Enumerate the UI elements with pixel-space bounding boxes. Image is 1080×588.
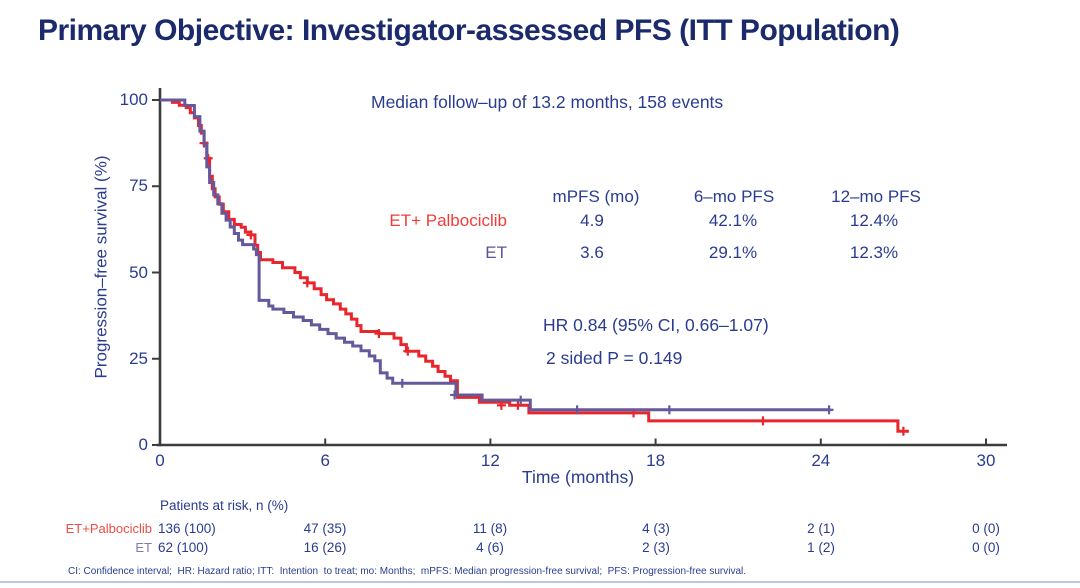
x-tick-label: 0: [155, 451, 165, 470]
stats-header-mpfs: mPFS (mo): [552, 187, 640, 206]
risk-row-label-et: ET: [135, 540, 152, 555]
risk-value: 136 (100): [158, 521, 216, 536]
footer-abbreviations: CI: Confidence interval; HR: Hazard rati…: [68, 566, 747, 577]
risk-value: 4 (6): [476, 540, 504, 555]
stats-value-6mo-palbociclib: 42.1%: [708, 211, 758, 230]
y-tick-label: 50: [129, 262, 148, 282]
risk-table-header: Patients at risk, n (%): [160, 498, 289, 513]
y-tick-label: 75: [129, 176, 148, 196]
x-tick-label: 18: [646, 451, 666, 470]
risk-value: 4 (3): [642, 521, 670, 536]
risk-value: 2 (3): [642, 540, 670, 555]
x-tick-label: 6: [320, 451, 330, 470]
stats-value-12mo-palbociclib: 12.4%: [849, 211, 899, 230]
stats-value-6mo-et: 29.1%: [708, 243, 758, 262]
stats-value-mpfs-et: 3.6: [580, 243, 604, 262]
y-tick-label: 0: [138, 435, 148, 454]
stats-header-6mo: 6–mo PFS: [693, 187, 775, 206]
stats-row-label-palbociclib: ET+ Palbociclib: [389, 211, 507, 230]
risk-value: 0 (0): [972, 521, 1000, 536]
risk-value: 62 (100): [158, 540, 209, 555]
stats-value-mpfs-palbociclib: 4.9: [580, 211, 604, 230]
median-followup-note: Median follow–up of 13.2 months, 158 eve…: [371, 92, 724, 112]
page-title: Primary Objective: Investigator-assessed…: [38, 14, 900, 47]
x-tick-label: 24: [811, 451, 831, 470]
y-tick-label: 25: [129, 348, 148, 368]
risk-value: 1 (2): [807, 540, 835, 555]
y-axis-label: Progression–free survival (%): [88, 88, 114, 446]
risk-value: 16 (26): [303, 540, 347, 555]
x-axis-label: Time (months): [521, 467, 635, 487]
risk-value: 0 (0): [972, 540, 1000, 555]
stats-header-12mo: 12–mo PFS: [831, 187, 921, 206]
risk-row-palbociclib: ET+Palbociclib 136 (100) 47 (35) 11 (8) …: [0, 521, 1080, 539]
x-tick-label: 30: [976, 451, 996, 470]
stats-value-12mo-et: 12.3%: [849, 243, 899, 262]
risk-row-et: ET 62 (100) 16 (26) 4 (6) 2 (3) 1 (2) 0 …: [0, 540, 1080, 558]
bottom-rule: [0, 581, 1080, 583]
risk-row-label-palbociclib: ET+Palbociclib: [65, 521, 152, 536]
risk-value: 11 (8): [472, 521, 508, 536]
risk-value: 47 (35): [303, 521, 347, 536]
hazard-ratio-note: HR 0.84 (95% CI, 0.66–1.07): [543, 315, 769, 335]
y-axis-label-text: Progression–free survival (%): [91, 155, 110, 379]
p-value-note: 2 sided P = 0.149: [546, 348, 683, 368]
risk-value: 2 (1): [807, 521, 835, 536]
x-tick-label: 12: [480, 451, 500, 470]
y-tick-label: 100: [119, 90, 148, 109]
stats-row-label-et: ET: [485, 243, 507, 262]
